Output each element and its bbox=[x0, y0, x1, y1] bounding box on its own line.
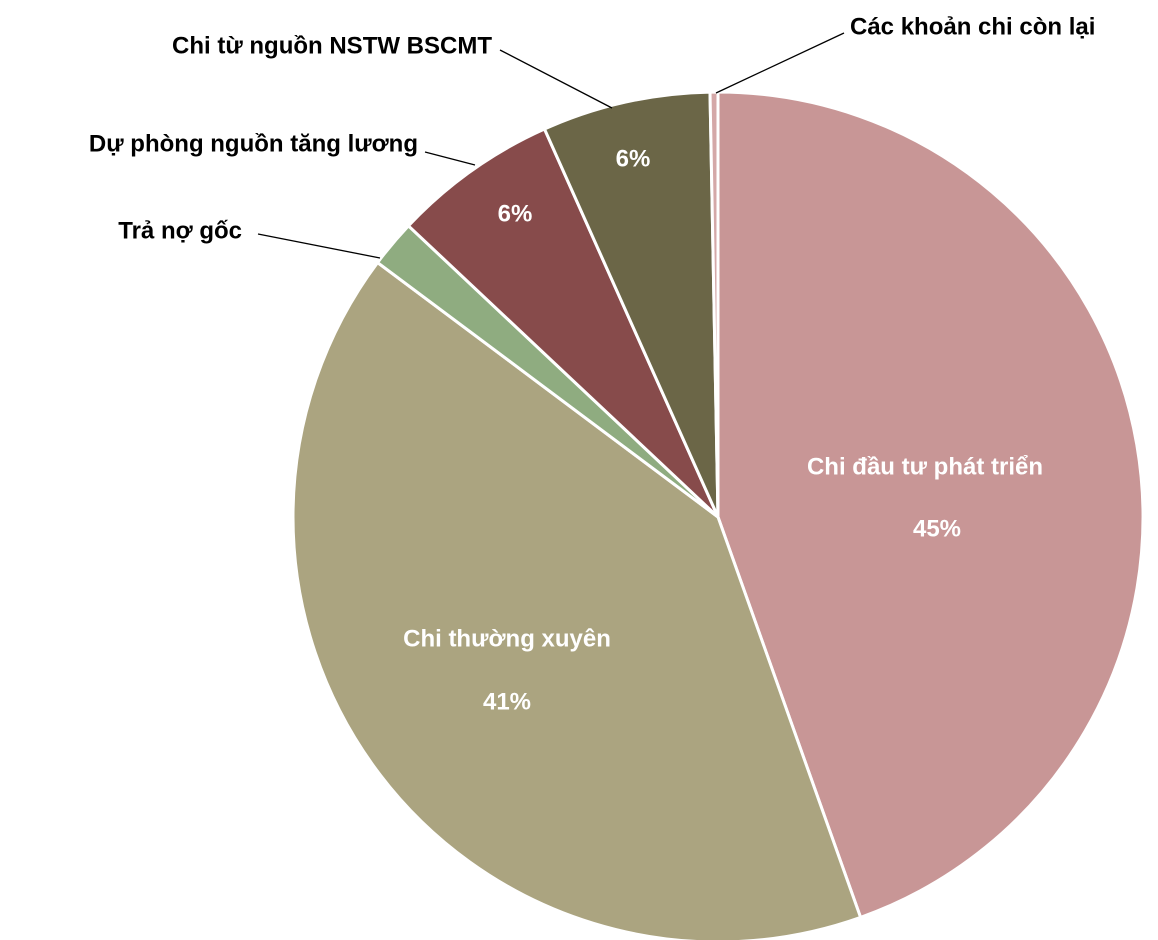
slice-label: Chi đầu tư phát triển bbox=[807, 453, 1043, 480]
slice-label: Trả nợ gốc bbox=[118, 217, 242, 244]
value-label: 45% bbox=[913, 515, 961, 542]
leader-line bbox=[424, 151, 476, 166]
slice-label: Dự phòng nguồn tăng lương bbox=[89, 130, 418, 157]
pie-slice bbox=[716, 90, 1145, 920]
leader-line bbox=[715, 32, 845, 94]
slice-label: Chi từ nguồn NSTW BSCMT bbox=[172, 32, 492, 59]
slice-label: Các khoản chi còn lại bbox=[850, 13, 1095, 40]
pie-slice bbox=[406, 127, 720, 519]
leader-line bbox=[257, 233, 381, 259]
value-label: 6% bbox=[616, 145, 651, 172]
leader-line bbox=[499, 49, 613, 109]
value-label: 6% bbox=[498, 200, 533, 227]
slice-label: Chi thường xuyên bbox=[403, 625, 611, 652]
pie-slice bbox=[542, 90, 720, 518]
value-label: 41% bbox=[483, 688, 531, 715]
pie-slice bbox=[291, 260, 863, 940]
